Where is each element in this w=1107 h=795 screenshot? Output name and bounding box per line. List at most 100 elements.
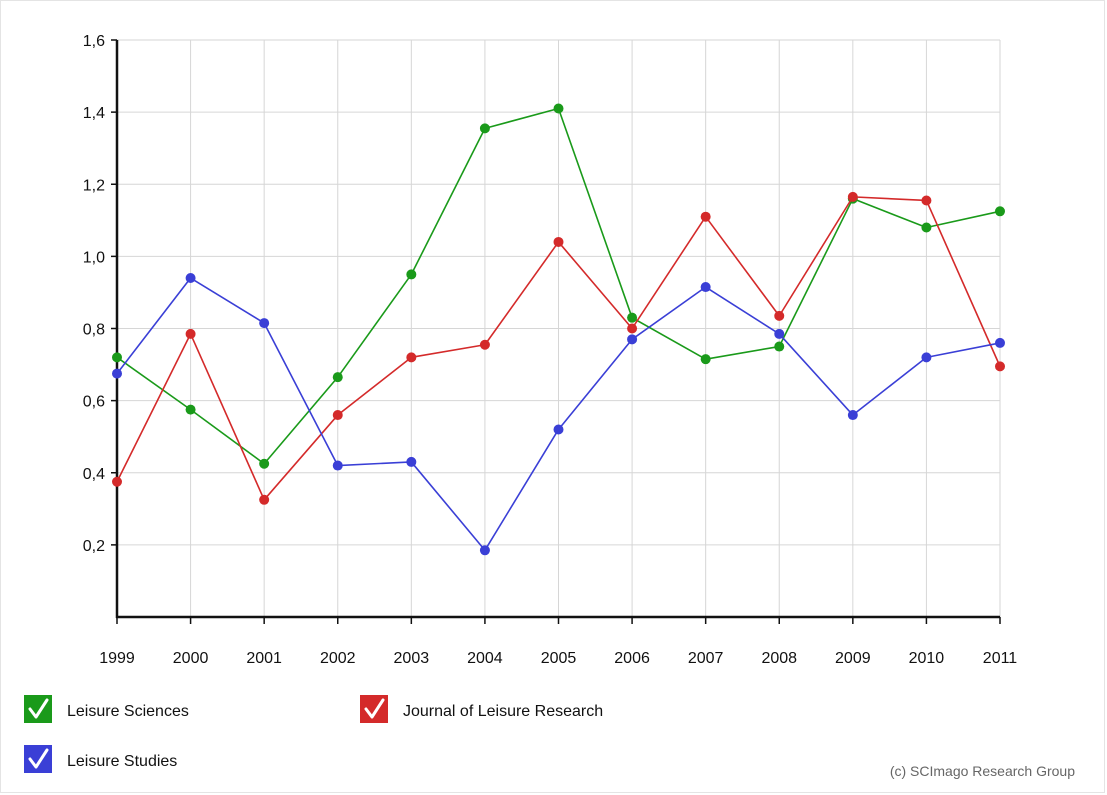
data-point — [995, 206, 1005, 217]
data-point — [479, 123, 490, 134]
series-line-segment — [705, 345, 780, 360]
data-point — [259, 494, 270, 505]
data-point — [627, 323, 638, 334]
data-point — [995, 361, 1005, 372]
series-line-segment — [631, 316, 707, 360]
series-line-segment — [852, 356, 927, 416]
series-line-segment — [484, 429, 560, 551]
series-line-segment — [705, 216, 780, 317]
series-line-segment — [263, 376, 339, 465]
x-tick-labels: 1999 2000 2001 2002 2003 2004 2005 2006 2007 2008… — [99, 650, 1017, 667]
x-tick-label: 2007 — [688, 650, 724, 667]
legend-item: Journal of Leisure Research — [360, 695, 603, 723]
check-icon — [28, 748, 49, 769]
series-line-segment — [557, 241, 633, 330]
series-line-segment — [116, 277, 192, 375]
data-point — [185, 328, 196, 339]
series-line-segment — [337, 461, 412, 467]
legend-item: Leisure Studies — [24, 745, 177, 773]
x-tick-label: 2006 — [614, 650, 650, 667]
x-tick-label: 2000 — [173, 650, 209, 667]
y-tick-label: 0,6 — [83, 394, 105, 411]
legend: Leisure Sciences Journal of Leisure Resea… — [24, 695, 603, 773]
series-line-segment — [557, 108, 633, 318]
data-point — [332, 460, 343, 471]
data-point — [995, 337, 1005, 348]
x-tick-label: 2003 — [394, 650, 430, 667]
data-point — [479, 339, 490, 350]
data-point — [774, 328, 785, 339]
legend-label: Leisure Studies — [67, 753, 177, 770]
data-point — [627, 334, 638, 345]
legend-label: Journal of Leisure Research — [403, 703, 603, 720]
data-point — [847, 191, 858, 202]
axes — [111, 39, 1001, 624]
data-point — [774, 341, 785, 352]
series-line-segment — [484, 241, 560, 346]
data-point — [921, 222, 932, 233]
data-point — [553, 236, 564, 247]
x-tick-label: 2008 — [761, 650, 797, 667]
series-line-segment — [411, 343, 486, 359]
check-icon — [28, 698, 49, 719]
data-point — [921, 195, 932, 206]
x-tick-label: 2004 — [467, 650, 503, 667]
series-line-segment — [189, 333, 265, 501]
credit-text: (c) SCImago Research Group — [890, 763, 1075, 779]
data-point — [627, 312, 638, 323]
y-tick-label: 0,8 — [83, 322, 105, 339]
x-tick-label: 2010 — [909, 650, 945, 667]
data-point — [112, 352, 122, 363]
series-line-segment — [705, 286, 780, 335]
series-line-segment — [557, 338, 633, 430]
y-tick-labels: 0,2 0,4 0,6 0,8 1,0 1,2 1,4 1,6 — [83, 33, 105, 555]
legend-item: Leisure Sciences — [24, 695, 189, 723]
y-tick-label: 1,0 — [83, 249, 105, 266]
y-tick-label: 1,6 — [83, 33, 105, 50]
data-point — [700, 211, 711, 222]
series-line-segment — [778, 196, 854, 317]
series-leisure-studies — [112, 273, 1005, 556]
series-line-segment — [337, 356, 412, 416]
series-line-segment — [116, 333, 192, 483]
data-point — [553, 103, 564, 114]
series-line-segment — [337, 273, 412, 378]
x-tick-label: 2002 — [320, 650, 356, 667]
grid — [117, 39, 1001, 617]
y-tick-label: 0,4 — [83, 466, 105, 483]
series-line-segment — [852, 196, 927, 202]
series-line-segment — [852, 197, 927, 229]
data-point — [921, 352, 932, 363]
data-point — [112, 368, 122, 379]
data-point — [259, 458, 270, 469]
data-point — [259, 318, 270, 329]
legend-label: Leisure Sciences — [67, 703, 189, 720]
data-point — [406, 456, 417, 467]
series-line-segment — [778, 198, 854, 347]
x-tick-label: 2001 — [246, 650, 282, 667]
x-tick-label: 1999 — [99, 650, 135, 667]
series-line-segment — [263, 414, 339, 501]
series-line-segment — [410, 127, 486, 275]
series-line-segment — [778, 333, 854, 416]
series-line-segment — [263, 322, 339, 466]
series-line-segment — [926, 342, 1001, 359]
series-line-segment — [116, 356, 192, 411]
check-icon — [364, 698, 385, 719]
x-tick-label: 2009 — [835, 650, 871, 667]
series-journal-of-leisure-research — [112, 191, 1005, 505]
data-point — [700, 354, 711, 365]
data-point — [406, 352, 417, 363]
x-tick-label: 2005 — [541, 650, 577, 667]
series-layer — [112, 103, 1005, 556]
data-point — [774, 310, 785, 321]
data-point — [847, 410, 858, 421]
x-tick-label: 2011 — [983, 650, 1018, 667]
series-line-segment — [925, 200, 1001, 367]
data-point — [553, 424, 564, 435]
data-point — [112, 476, 122, 487]
data-point — [185, 404, 196, 415]
y-tick-label: 1,2 — [83, 177, 105, 194]
data-point — [406, 269, 417, 280]
